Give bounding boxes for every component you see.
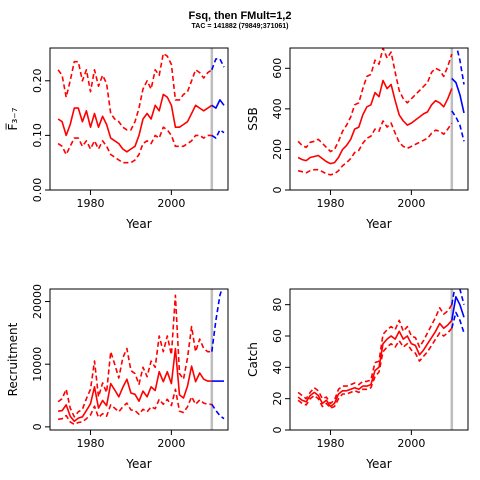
catch-projection-lower-line xyxy=(451,311,465,334)
recruitment-historic-lower-line xyxy=(57,388,212,426)
recruitment-series-group xyxy=(57,289,225,426)
catch-y-tick-label: 80 xyxy=(271,298,284,312)
ssb-plot-frame xyxy=(289,47,469,191)
catch-y-axis-label: Catch xyxy=(246,342,260,377)
fbar-y-axis-label: F̅₃₋₇ xyxy=(5,107,20,130)
ssb-panel: 1980 2000 0 200 400 600 Year SSB xyxy=(246,47,469,231)
recruitment-y-axis-label: Recruitment xyxy=(6,322,20,396)
ssb-historic-lower-line xyxy=(297,120,453,176)
catch-panel: 1980 2000 0 20 40 60 80 Year Catch xyxy=(246,288,469,471)
recruitment-projection-upper-line xyxy=(211,289,223,352)
recruitment-x-tick-label: 1980 xyxy=(76,437,104,450)
recruitment-historic-upper-line xyxy=(57,294,212,418)
fbar-projection-lower-line xyxy=(211,129,225,139)
recruitment-x-tick-label: 2000 xyxy=(157,437,185,450)
ssb-y-tick-label: 600 xyxy=(271,58,284,79)
catch-x-axis-label: Year xyxy=(365,457,391,471)
ssb-projection-median-line xyxy=(451,77,465,114)
fbar-historic-median-line xyxy=(57,93,213,153)
ssb-series-group xyxy=(297,48,465,176)
fbar-y-tick-label: 0.20 xyxy=(31,69,44,94)
fbar-y-tick-label: 0.00 xyxy=(31,178,44,203)
catch-historic-lower-line xyxy=(297,327,453,409)
fbar-x-axis-label: Year xyxy=(125,217,151,231)
recruitment-y-tick-label: 0 xyxy=(31,423,44,430)
ssb-historic-upper-line xyxy=(297,48,453,153)
fbar-panel: 1980 2000 0.00 0.10 0.20 Year F̅₃₋₇ xyxy=(5,47,229,231)
ssb-projection-lower-line xyxy=(451,110,465,142)
fbar-series-group xyxy=(57,52,225,164)
ssb-y-axis-label: SSB xyxy=(246,107,260,130)
ssb-y-tick-label: 200 xyxy=(271,139,284,160)
fbar-x-tick-label: 1980 xyxy=(76,197,104,210)
figure-title: Fsq, then FMult=1,2 xyxy=(188,10,292,22)
ssb-y-tick-label: 400 xyxy=(271,98,284,119)
ssb-historic-median-line xyxy=(297,79,453,165)
catch-y-tick-label: 40 xyxy=(271,360,284,374)
ssb-x-axis-label: Year xyxy=(365,217,391,231)
recruitment-plot-frame xyxy=(49,288,229,431)
recruitment-y-tick-label: 10000 xyxy=(31,347,44,382)
fbar-historic-upper-line xyxy=(57,52,213,131)
ssb-x-tick-label: 1980 xyxy=(316,197,344,210)
ssb-x-tick-label: 2000 xyxy=(397,197,425,210)
recruitment-historic-median-line xyxy=(57,347,212,423)
fbar-plot-frame xyxy=(49,47,229,191)
fbar-historic-lower-line xyxy=(57,126,212,164)
catch-y-tick-label: 0 xyxy=(271,427,284,434)
recruitment-projection-lower-line xyxy=(211,403,225,420)
fbar-projection-median-line xyxy=(211,99,225,109)
ssb-projection-upper-line xyxy=(456,48,465,85)
recruitment-x-axis-label: Year xyxy=(125,457,151,471)
figure-subtitle: TAC = 141882 (79849;371061) xyxy=(191,23,289,30)
fbar-projection-upper-line xyxy=(211,58,225,71)
catch-historic-median-line xyxy=(297,319,453,408)
catch-projection-median-line xyxy=(451,295,465,321)
fbar-x-tick-label: 2000 xyxy=(157,197,185,210)
fbar-y-tick-label: 0.10 xyxy=(31,123,44,148)
catch-x-tick-label: 2000 xyxy=(397,437,425,450)
catch-series-group xyxy=(297,289,465,409)
ssb-y-tick-label: 0 xyxy=(271,187,284,194)
catch-x-tick-label: 1980 xyxy=(316,437,344,450)
catch-plot-frame xyxy=(289,288,469,431)
catch-historic-upper-line xyxy=(297,304,453,405)
catch-projection-upper-line xyxy=(451,289,465,305)
catch-y-tick-label: 20 xyxy=(271,392,284,406)
recruitment-y-tick-label: 20000 xyxy=(31,284,44,319)
catch-y-tick-label: 60 xyxy=(271,329,284,343)
